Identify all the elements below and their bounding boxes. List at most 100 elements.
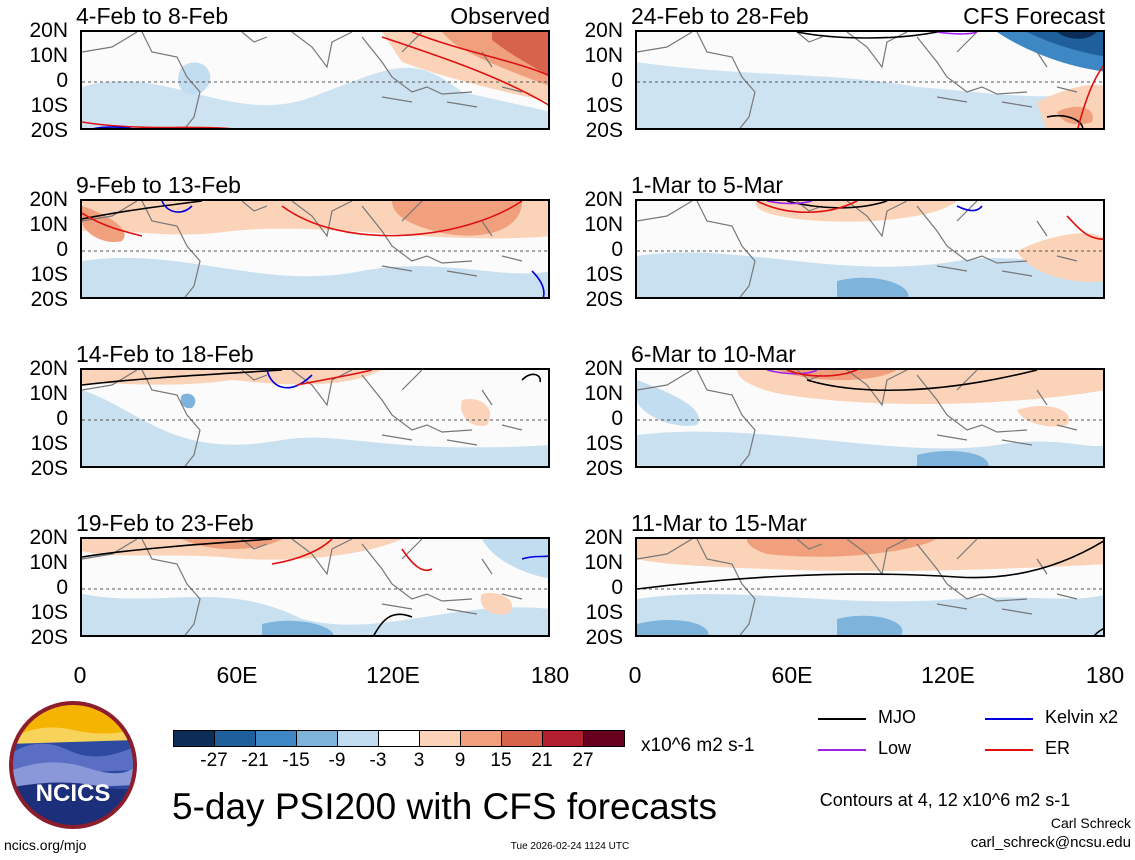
colorbar-swatch xyxy=(501,730,543,747)
site-link[interactable]: ncics.org/mjo xyxy=(4,837,87,853)
lat-label: 20N xyxy=(29,357,68,380)
lon-label: 120E xyxy=(921,662,975,688)
timestamp: Tue 2026-02-24 1124 UTC xyxy=(510,841,630,852)
ncics-logo: NCICS xyxy=(9,701,137,829)
legend-swatch xyxy=(985,749,1033,751)
lat-label: 20N xyxy=(29,188,68,211)
lat-label: 20N xyxy=(29,526,68,549)
lat-label: 10S xyxy=(585,94,623,117)
lat-label: 10S xyxy=(585,601,623,624)
lat-label: 0 xyxy=(56,407,68,430)
panel-title: 1-Mar to 5-Mar xyxy=(631,172,784,198)
lat-label: 20S xyxy=(30,457,68,480)
lat-label: 20S xyxy=(30,119,68,142)
colorbar-tick: 27 xyxy=(572,750,594,771)
lat-label: 0 xyxy=(611,407,623,430)
colorbar-swatch xyxy=(255,730,297,747)
lat-label: 10S xyxy=(30,263,68,286)
svg-text:NCICS: NCICS xyxy=(36,780,111,807)
lat-label: 20N xyxy=(584,19,623,42)
lat-label: 0 xyxy=(611,238,623,261)
colorbar-tick: -9 xyxy=(328,750,346,771)
lon-label: 180 xyxy=(530,662,570,688)
lat-label: 10S xyxy=(30,432,68,455)
panel-title: 24-Feb to 28-Feb xyxy=(631,3,809,29)
legend-swatch xyxy=(985,718,1033,720)
lat-label: 20S xyxy=(585,119,623,142)
lon-label: 0 xyxy=(73,662,87,688)
colorbar-swatch xyxy=(173,730,215,747)
colorbar-swatch xyxy=(419,730,461,747)
panel-title: 9-Feb to 13-Feb xyxy=(76,172,241,198)
lat-label: 20S xyxy=(30,288,68,311)
panel-title: 6-Mar to 10-Mar xyxy=(631,341,796,367)
colorbar-tick: -3 xyxy=(369,750,387,771)
lat-label: 20S xyxy=(585,457,623,480)
panel-title: 4-Feb to 8-Feb xyxy=(76,3,229,29)
colorbar-tick: 9 xyxy=(454,750,466,771)
psi200-map xyxy=(80,537,550,637)
lat-label: 20S xyxy=(585,288,623,311)
panel-title: 11-Mar to 15-Mar xyxy=(631,510,807,536)
colorbar-tick: -27 xyxy=(200,750,228,771)
colorbar-swatch xyxy=(337,730,379,747)
psi200-map xyxy=(80,368,550,468)
lon-label: 0 xyxy=(628,662,642,688)
legend-label: ER xyxy=(1045,738,1071,758)
legend-swatch xyxy=(818,749,866,751)
legend-swatch xyxy=(818,718,866,720)
colorbar-swatch xyxy=(460,730,502,747)
colorbar-tick: 21 xyxy=(531,750,553,771)
colorbar-swatch xyxy=(296,730,338,747)
psi200-map xyxy=(635,199,1105,299)
legend-label: MJO xyxy=(878,707,916,727)
lat-label: 10N xyxy=(29,551,68,574)
lat-label: 10S xyxy=(585,432,623,455)
lat-label: 10N xyxy=(584,44,623,67)
lat-label: 20N xyxy=(29,19,68,42)
lat-label: 20N xyxy=(584,357,623,380)
panel-title: 14-Feb to 18-Feb xyxy=(76,341,254,367)
legend-label: Low xyxy=(878,738,912,758)
lat-label: 10S xyxy=(30,94,68,117)
colorbar-swatch xyxy=(583,730,625,747)
email: carl_schreck@ncsu.edu xyxy=(970,834,1131,851)
psi200-map xyxy=(80,30,550,130)
colorbar-tick: 3 xyxy=(413,750,425,771)
panel-tag: CFS Forecast xyxy=(963,3,1105,29)
lat-label: 0 xyxy=(56,69,68,92)
colorbar-swatch xyxy=(378,730,420,747)
lat-label: 20S xyxy=(585,626,623,649)
main-title: 5-day PSI200 with CFS forecasts xyxy=(172,786,717,827)
lat-label: 10N xyxy=(584,213,623,236)
contours-note: Contours at 4, 12 x10^6 m2 s-1 xyxy=(819,790,1071,810)
psi200-map xyxy=(635,368,1105,468)
lat-label: 10S xyxy=(30,601,68,624)
lat-label: 0 xyxy=(611,576,623,599)
psi200-map xyxy=(635,30,1105,130)
author: Carl Schreck xyxy=(1050,815,1131,831)
lat-label: 20N xyxy=(584,526,623,549)
lat-label: 10S xyxy=(585,263,623,286)
lat-label: 10N xyxy=(584,382,623,405)
colorbar-tick: -15 xyxy=(282,750,310,771)
lat-label: 20S xyxy=(30,626,68,649)
legend-label: Kelvin x2 xyxy=(1045,707,1119,727)
lat-label: 10N xyxy=(29,382,68,405)
lat-label: 0 xyxy=(611,69,623,92)
lon-label: 60E xyxy=(771,662,813,688)
lon-label: 120E xyxy=(366,662,420,688)
lat-label: 10N xyxy=(29,213,68,236)
lat-label: 10N xyxy=(584,551,623,574)
colorbar-swatch xyxy=(542,730,584,747)
colorbar-units: x10^6 m2 s-1 xyxy=(641,735,755,756)
colorbar-tick: 15 xyxy=(490,750,512,771)
lat-label: 0 xyxy=(56,576,68,599)
lat-label: 20N xyxy=(584,188,623,211)
psi200-map xyxy=(635,537,1105,637)
lon-label: 60E xyxy=(216,662,258,688)
psi200-map xyxy=(80,199,550,299)
panel-title: 19-Feb to 23-Feb xyxy=(76,510,254,536)
colorbar-tick: -21 xyxy=(241,750,269,771)
lon-label: 180 xyxy=(1085,662,1125,688)
